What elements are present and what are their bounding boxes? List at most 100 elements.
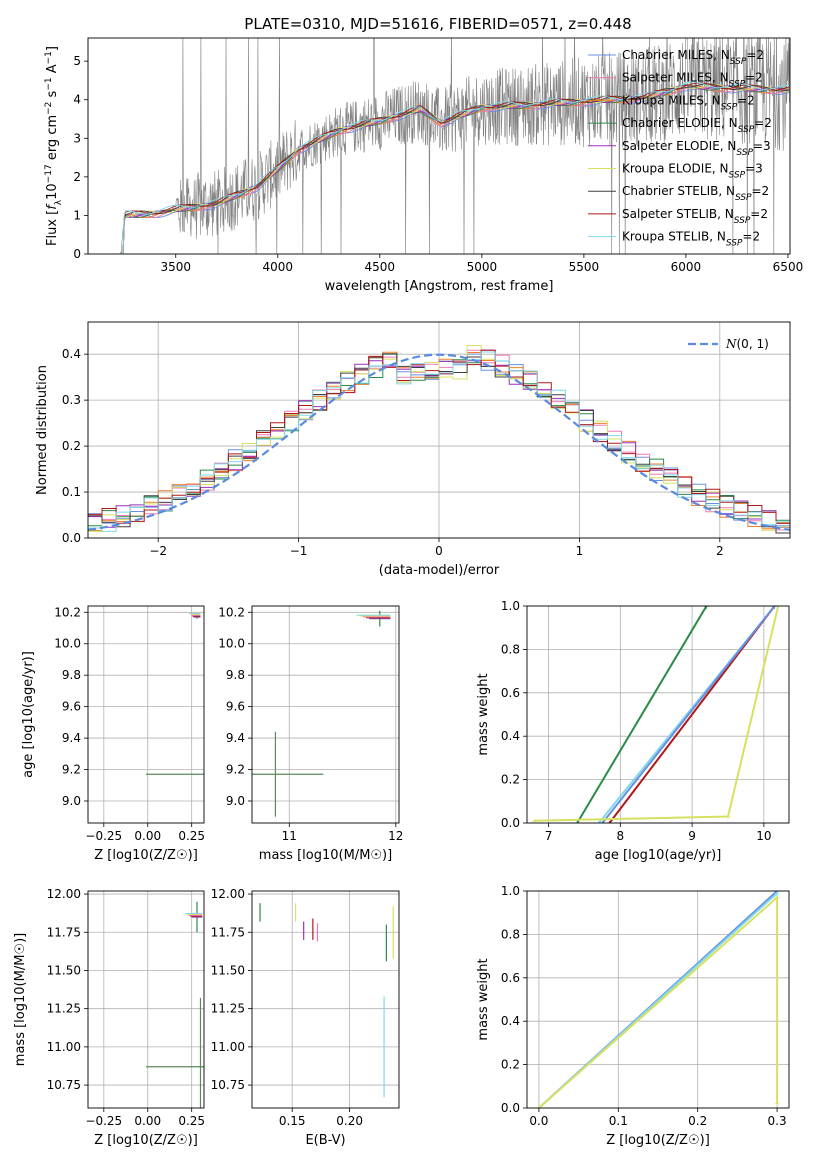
- legend-n: =2: [737, 93, 755, 107]
- y-tick-label: 11.50: [211, 963, 245, 977]
- y-tick-label: 10.2: [218, 605, 245, 619]
- x-axis-label: Z [log10(Z/Z☉)]: [94, 848, 198, 863]
- observed-spectrum-line: [119, 38, 790, 254]
- y-tick-label: 1: [73, 208, 81, 222]
- plot-area: [119, 38, 790, 254]
- x-tick-label: 0.00: [134, 829, 161, 843]
- series-marker: +: [536, 1104, 543, 1113]
- age-vs-mass-panel: 11 12 9.0 9.2 9.4 9.6 9.8 10.0 10.2 mass [log10(M…: [218, 605, 403, 863]
- y-tick-label: 0: [73, 247, 81, 261]
- y-axis-label: mass [log10(M/M☉)]: [13, 933, 28, 1066]
- y-tick-label: 9.8: [226, 668, 245, 682]
- series-marker: +: [599, 819, 606, 828]
- y-tick-label: 11.50: [47, 963, 81, 977]
- axes-frame: [251, 890, 400, 1109]
- x-tick-label: 2: [716, 544, 724, 558]
- x-tick-label: 9: [688, 829, 696, 843]
- legend-sub: SSP: [730, 57, 747, 67]
- x-tick-label: 0.3: [768, 1114, 787, 1128]
- legend-n: =2: [754, 116, 772, 130]
- x-tick-label: 6500: [773, 260, 804, 274]
- x-tick-label: 0.0: [529, 1114, 548, 1128]
- series-marker: +: [771, 602, 778, 611]
- model-spectrum-line: [120, 81, 790, 254]
- y-tick-label: 0.0: [501, 1101, 520, 1115]
- axes-frame: [526, 605, 790, 824]
- y-tick-label: 0.4: [62, 347, 81, 361]
- y-tick-label: 3: [73, 131, 81, 145]
- y-label-part: f: [45, 203, 60, 210]
- y-label-part: ]: [45, 46, 60, 51]
- y-tick-label: 9.8: [62, 668, 81, 682]
- plot-area: [146, 901, 204, 1108]
- series-marker: +: [531, 817, 538, 826]
- y-tick-label: 11.00: [211, 1040, 245, 1054]
- legend-entry: Salpeter STELIB, NSSP=2: [622, 207, 768, 226]
- cumulative-series-line: [534, 606, 780, 822]
- plot-area: +++++++++ ++: [531, 602, 782, 828]
- axes-frame: [87, 321, 791, 539]
- legend-n: =2: [745, 71, 763, 85]
- y-axis-label: mass weight: [476, 673, 491, 755]
- x-axis-label: wavelength [Angstrom, rest frame]: [325, 279, 554, 294]
- x-tick-label: 8: [616, 829, 624, 843]
- x-tick-label: 0.25: [178, 829, 205, 843]
- x-tick-label: 10: [756, 829, 771, 843]
- legend-n: =3: [753, 139, 771, 153]
- y-tick-label: 9.0: [62, 794, 81, 808]
- y-tick-label: 9.4: [62, 731, 81, 745]
- x-tick-label: 4500: [365, 260, 396, 274]
- y-tick-label: 0.2: [62, 439, 81, 453]
- plot-area: [88, 345, 790, 534]
- x-tick-label: 0.00: [134, 1114, 161, 1128]
- residual-histogram: [88, 345, 790, 532]
- cumulative-series-line: [601, 606, 776, 823]
- y-tick-label: 9.6: [226, 700, 245, 714]
- y-label-part: s: [45, 90, 60, 101]
- model-spectrum-line: [120, 82, 790, 254]
- y-tick-label: 10.0: [54, 637, 81, 651]
- residual-histogram: [88, 351, 790, 532]
- legend-sub: SSP: [729, 171, 746, 181]
- y-tick-label: 0.0: [62, 531, 81, 545]
- y-tick-label: 0.1: [62, 485, 81, 499]
- legend-n: =2: [742, 230, 760, 244]
- axes-frame: [87, 37, 791, 255]
- series-marker: +: [595, 819, 602, 828]
- x-tick-label: −0.25: [85, 1114, 122, 1128]
- axes-frame: [87, 605, 205, 824]
- x-axis-label: (data-model)/error: [379, 563, 500, 578]
- y-tick-label: 9.6: [62, 700, 81, 714]
- residual-histogram: [88, 349, 790, 524]
- x-axis-label: E(B-V): [305, 1133, 345, 1148]
- x-tick-label: 7: [545, 829, 553, 843]
- legend-sub: SSP: [735, 193, 752, 203]
- y-tick-label: 0.8: [501, 927, 520, 941]
- cumulative-Z-panel: 0.0 0.1 0.2 0.3 0.0 0.2 0.4 0.6 0.8 1.0 +++++++ Z […: [476, 884, 790, 1148]
- x-tick-label: 0.25: [178, 1114, 205, 1128]
- y-tick-label: 0.6: [501, 686, 520, 700]
- figure-title: PLATE=0310, MJD=51616, FIBERID=0571, z=0…: [244, 15, 631, 33]
- gaussian-reference-curve: [88, 353, 790, 531]
- x-tick-label: 0.2: [688, 1114, 707, 1128]
- legend-n: =2: [752, 184, 770, 198]
- series-marker: +: [771, 602, 778, 611]
- y-tick-label: 2: [73, 170, 81, 184]
- series-marker: +: [536, 1104, 543, 1113]
- y-tick-label: 11.25: [47, 1002, 81, 1016]
- plot-area: [252, 610, 391, 817]
- x-tick-label: 5500: [569, 260, 600, 274]
- series-marker: +: [606, 819, 613, 828]
- x-tick-label: 0.20: [336, 1114, 363, 1128]
- x-tick-label: 12: [388, 829, 403, 843]
- x-tick-label: −0.25: [85, 829, 122, 843]
- series-marker: +: [775, 602, 782, 611]
- y-axis-label: mass weight: [476, 958, 491, 1040]
- y-tick-label: 10.0: [218, 637, 245, 651]
- legend-entry: Kroupa ELODIE, NSSP=3: [622, 162, 763, 181]
- series-marker: +: [774, 889, 781, 898]
- legend-n: =3: [745, 162, 763, 176]
- x-tick-label: 4000: [263, 260, 294, 274]
- y-tick-label: 0.6: [501, 971, 520, 985]
